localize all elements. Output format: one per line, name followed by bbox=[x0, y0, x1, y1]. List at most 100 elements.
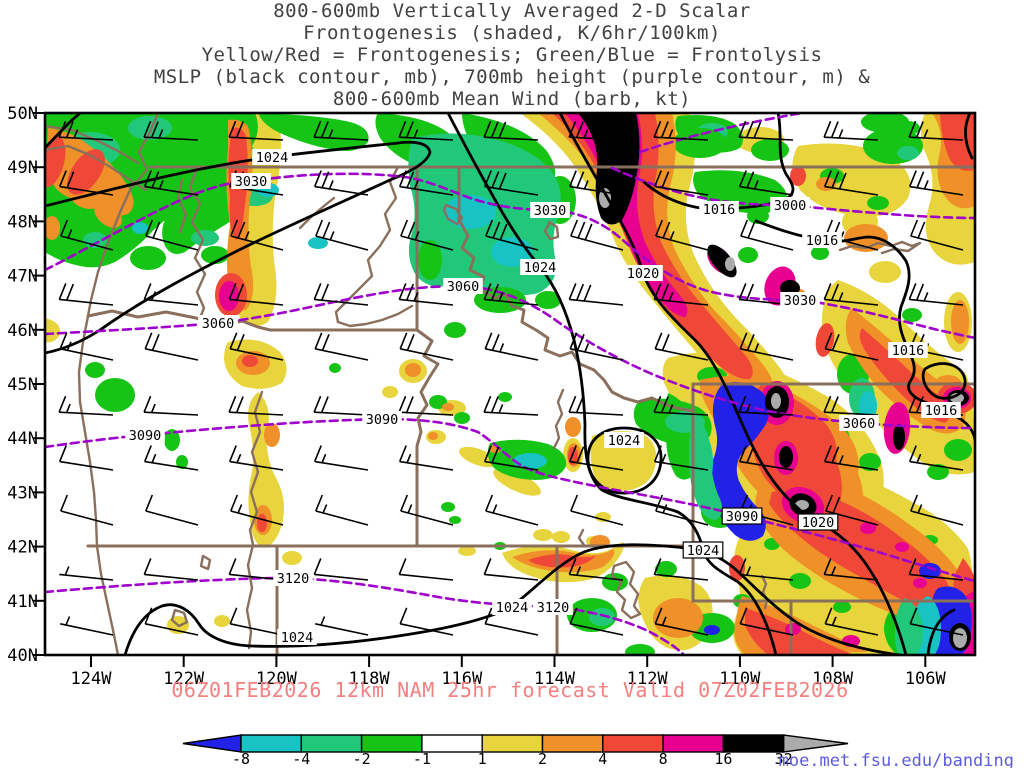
wind-barb bbox=[909, 332, 964, 361]
lat-axis: 50N 49N 48N 47N 46N 45N 44N 43N 42N 41N 40N bbox=[7, 104, 45, 666]
wind-barb bbox=[58, 120, 114, 141]
contour-label: 3030 bbox=[784, 293, 817, 309]
contour-label: 1024 bbox=[608, 433, 641, 449]
shading-frontogenesis-strong-part bbox=[528, 554, 596, 568]
wind-barb bbox=[655, 219, 709, 251]
bear-river bbox=[577, 528, 586, 547]
wind-barb bbox=[570, 219, 624, 251]
shading-frontolysis-part bbox=[625, 644, 655, 655]
shading-frontogenesis-weak-part bbox=[869, 261, 901, 283]
shading-frontolysis-part bbox=[308, 237, 328, 249]
shading-frontolysis-part bbox=[897, 146, 919, 160]
shading-frontolysis-part bbox=[673, 128, 727, 158]
shading-frontogenesis-strong-part bbox=[219, 281, 239, 311]
forecast-caption: 06Z01FEB2026 12km NAM 25hr forecast Vali… bbox=[171, 678, 848, 702]
contour-label: 1016 bbox=[925, 403, 958, 419]
state-borders bbox=[45, 113, 975, 655]
shading-frontogenesis-strong-part bbox=[790, 166, 806, 186]
wind-barb bbox=[313, 445, 369, 471]
shading-frontolysis-part bbox=[441, 502, 455, 512]
wind-barb bbox=[823, 558, 879, 581]
wind-barb bbox=[485, 494, 539, 526]
wind-barbs bbox=[58, 120, 964, 636]
height-3090 bbox=[45, 417, 975, 583]
shading-frontolysis-part bbox=[191, 230, 219, 246]
title-line-2: Frontogenesis (shaded, K/6hr/100km) bbox=[303, 22, 721, 44]
flaming-gorge bbox=[760, 574, 769, 610]
shading-frontolysis-part bbox=[789, 573, 811, 589]
shading-frontogenesis-strong-part bbox=[785, 623, 801, 635]
wind-barb bbox=[823, 120, 879, 141]
border-montana-idaho bbox=[457, 165, 695, 413]
wind-barb bbox=[315, 219, 369, 251]
contour-label: 3090 bbox=[129, 428, 162, 444]
lat-label: 48N bbox=[7, 212, 38, 232]
title-line-1: 800-600mb Vertically Averaged 2-D Scalar bbox=[273, 0, 751, 22]
contour-label: 1020 bbox=[627, 266, 660, 282]
wind-barb bbox=[143, 558, 199, 581]
contour-label-box bbox=[797, 513, 839, 531]
lon-label: 122W bbox=[163, 669, 205, 689]
shading-frontogenesis-strong-part bbox=[859, 328, 952, 423]
wind-barb bbox=[740, 219, 794, 251]
shasta-lake bbox=[170, 608, 189, 628]
wind-barb bbox=[653, 445, 709, 471]
wind-barb bbox=[58, 445, 114, 471]
wind-barb bbox=[60, 616, 114, 636]
shading-frontolysis-part bbox=[811, 246, 829, 260]
wind-barb bbox=[58, 283, 114, 306]
wind-barb bbox=[653, 170, 709, 196]
contour-label-box bbox=[362, 411, 402, 427]
colorbar-segment bbox=[602, 734, 664, 753]
contour-label-box bbox=[682, 541, 724, 559]
shading-frontogenesis-strong-part bbox=[242, 355, 258, 367]
wind-barb bbox=[398, 170, 454, 196]
wind-barb bbox=[908, 120, 964, 141]
contour-label-box bbox=[520, 259, 560, 275]
contour-label-box bbox=[802, 232, 842, 248]
isobar-corner-nw bbox=[45, 113, 82, 150]
shading-frontogenesis-strong-part bbox=[653, 598, 703, 638]
lat-label: 50N bbox=[7, 104, 38, 124]
shading-extremes-part bbox=[779, 446, 793, 468]
deschutes-river bbox=[245, 390, 264, 650]
shading-frontogenesis-weak-part bbox=[458, 546, 476, 556]
height-3120 bbox=[45, 576, 686, 655]
shading-frontolysis-part bbox=[418, 240, 442, 280]
wind-barb bbox=[398, 283, 454, 306]
colorbar-segment bbox=[541, 734, 604, 753]
shading-frontogenesis-strong-part bbox=[257, 514, 267, 532]
shading-frontolysis-part bbox=[449, 516, 461, 524]
wind-barb bbox=[399, 607, 454, 636]
shading-frontogenesis-strong-part bbox=[94, 202, 122, 228]
wind-barb bbox=[823, 283, 879, 306]
contour-label-box bbox=[492, 599, 532, 615]
wind-barb bbox=[739, 332, 794, 361]
lat-label: 40N bbox=[7, 646, 38, 666]
contour-label-box bbox=[198, 315, 238, 331]
lat-label: 47N bbox=[7, 267, 38, 287]
wind-barb bbox=[910, 219, 964, 251]
wind-barb bbox=[738, 445, 794, 471]
contour-labels: 1024 3030 3030 1016 3000 1016 1024 1020 3060 3030… bbox=[125, 149, 961, 646]
contour-label: 1016 bbox=[806, 233, 839, 249]
credit-link[interactable]: moe.met.fsu.edu/banding bbox=[779, 751, 1014, 768]
shading-frontolysis-part bbox=[833, 601, 851, 613]
hood-canal bbox=[176, 178, 188, 234]
shading-frontogenesis-weak-part bbox=[493, 468, 541, 496]
colorbar-value: 32 bbox=[775, 750, 793, 768]
wind-barb bbox=[398, 120, 454, 141]
shading-frontolysis-part bbox=[176, 455, 188, 469]
lon-label: 118W bbox=[349, 669, 391, 689]
wind-barb bbox=[654, 332, 709, 361]
wind-barb bbox=[484, 607, 539, 636]
lon-axis: 124W 122W 120W 118W 116W 114W 112W 110W 108W 106W bbox=[71, 655, 947, 689]
shading-frontogenesis-strong-part bbox=[428, 432, 438, 440]
wind-barb bbox=[484, 332, 539, 361]
wind-barb bbox=[654, 607, 709, 636]
shading-frontolysis-part bbox=[861, 113, 909, 133]
contour-label: 1024 bbox=[281, 630, 314, 646]
lon-label: 110W bbox=[719, 669, 761, 689]
